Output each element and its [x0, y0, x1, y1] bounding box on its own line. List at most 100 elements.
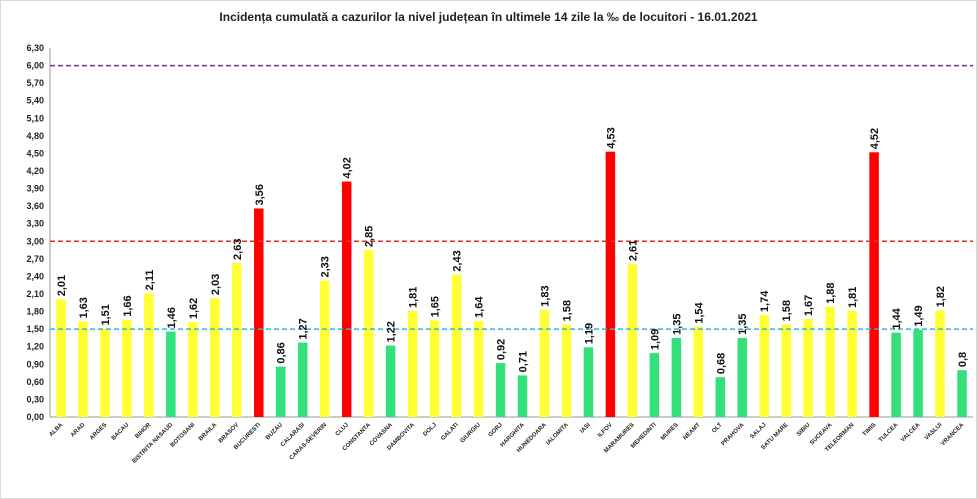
- y-tick-label: 2,40: [26, 271, 44, 281]
- x-tick-label: CLUJ: [335, 422, 350, 437]
- bar: [935, 310, 945, 417]
- data-label: 1,44: [891, 307, 903, 329]
- data-label: 1,63: [78, 297, 90, 318]
- bar: [297, 342, 308, 417]
- bar: [473, 320, 484, 417]
- x-tick-label: TIMIS: [862, 422, 878, 438]
- y-tick-label: 4,20: [26, 166, 44, 176]
- bar: [407, 310, 418, 417]
- x-tick-label: VALCEA: [900, 422, 922, 444]
- data-label: 0,71: [517, 351, 529, 372]
- data-label: 0,92: [496, 339, 508, 360]
- data-label: 1,19: [583, 323, 595, 344]
- data-label: 2,11: [144, 270, 156, 291]
- bar: [122, 319, 132, 417]
- x-tick-label: BRASOV: [218, 422, 240, 444]
- x-tick-label: BIHOR: [134, 422, 152, 440]
- bar: [869, 152, 879, 417]
- x-tick-label: ILFOV: [597, 422, 614, 439]
- bar: [737, 337, 747, 417]
- data-label: 4,53: [605, 127, 617, 148]
- data-label: 1,46: [166, 307, 178, 328]
- data-label: 1,81: [408, 287, 420, 308]
- bar: [693, 326, 704, 417]
- data-label: 2,63: [232, 239, 244, 260]
- data-label: 2,01: [56, 275, 68, 296]
- bar: [583, 347, 594, 417]
- x-tick-label: VASLUI: [924, 422, 944, 442]
- y-tick-labels: 0,00 0,30 0,60 0,90 1,20 1,50 1,80 2,10 2,40 2,70…: [26, 43, 44, 422]
- bar: [232, 262, 242, 417]
- data-label: 1,67: [803, 295, 815, 316]
- x-tick-label: SIBIU: [796, 422, 812, 438]
- bar: [429, 320, 440, 417]
- x-tick-label: DOLJ: [422, 422, 438, 438]
- x-tick-label: GALATI: [440, 422, 460, 442]
- y-tick-label: 3,60: [26, 201, 44, 211]
- bar: [825, 306, 835, 417]
- bar: [210, 298, 220, 417]
- bar: [847, 310, 857, 417]
- bar: [451, 274, 462, 417]
- bars: [56, 151, 967, 417]
- y-tick-label: 2,10: [26, 289, 44, 299]
- data-label: 1,64: [474, 296, 486, 318]
- bar: [605, 151, 616, 417]
- y-tick-label: 6,30: [26, 43, 44, 53]
- bar: [913, 329, 923, 417]
- x-tick-label: BACAU: [111, 422, 131, 442]
- x-tick-label: BUZAU: [265, 422, 284, 441]
- y-tick-label: 3,90: [26, 184, 44, 194]
- data-label: 1,66: [122, 295, 134, 316]
- x-tick-label: NEAMT: [682, 422, 702, 442]
- x-tick-label: ALBA: [48, 422, 64, 438]
- bar: [539, 309, 550, 417]
- data-labels: 2,01 1,63 1,51 1,66 2,11 1,46 1,62 2,03 2,63 3,56…: [56, 127, 969, 374]
- bar: [957, 370, 967, 417]
- y-tick-label: 5,70: [26, 78, 44, 88]
- data-label: 1,35: [737, 314, 749, 335]
- chart-title: Incidența cumulată a cazurilor la nivel …: [219, 10, 758, 24]
- y-tick-label: 6,00: [26, 61, 44, 71]
- y-tick-label: 3,30: [26, 219, 44, 229]
- data-label: 1,27: [298, 318, 310, 339]
- data-label: 2,61: [627, 240, 639, 261]
- x-tick-label: IALOMITA: [545, 422, 570, 447]
- bar: [517, 375, 528, 417]
- y-tick-label: 0,90: [26, 359, 44, 369]
- bar: [627, 264, 638, 417]
- x-tick-label: BISTRITA NASAUD: [132, 422, 175, 465]
- data-label: 1,35: [671, 314, 683, 335]
- data-label: 1,51: [100, 304, 112, 325]
- bar: [495, 363, 506, 417]
- bar: [891, 332, 901, 417]
- bar: [561, 324, 572, 417]
- threshold-lines: [50, 64, 973, 330]
- bar: [715, 377, 726, 417]
- data-label: 1,58: [561, 300, 573, 321]
- y-tick-label: 4,50: [26, 148, 44, 158]
- bar: [254, 208, 264, 417]
- data-label: 0,68: [715, 353, 727, 374]
- y-tick-label: 2,70: [26, 254, 44, 264]
- data-label: 1,09: [649, 329, 661, 350]
- y-tick-label: 5,40: [26, 96, 44, 106]
- x-tick-label: GIURGIU: [460, 422, 482, 444]
- x-tick-label: ARGES: [89, 422, 108, 441]
- data-label: 1,54: [693, 302, 705, 324]
- y-tick-label: 0,30: [26, 394, 44, 404]
- bar: [56, 299, 66, 417]
- data-label: 1,58: [781, 300, 793, 321]
- x-tick-label: PRAHOVA: [721, 422, 747, 448]
- axes: [49, 48, 973, 418]
- bar: [759, 315, 769, 417]
- data-label: 1,65: [430, 296, 442, 317]
- y-tick-label: 3,00: [26, 236, 44, 246]
- bar: [319, 280, 330, 417]
- data-label: 1,83: [539, 285, 551, 306]
- x-tick-label: ARAD: [70, 422, 87, 439]
- y-tick-label: 1,50: [26, 324, 44, 334]
- bar: [385, 345, 396, 417]
- bar: [363, 250, 374, 417]
- x-tick-label: OLT: [711, 422, 724, 435]
